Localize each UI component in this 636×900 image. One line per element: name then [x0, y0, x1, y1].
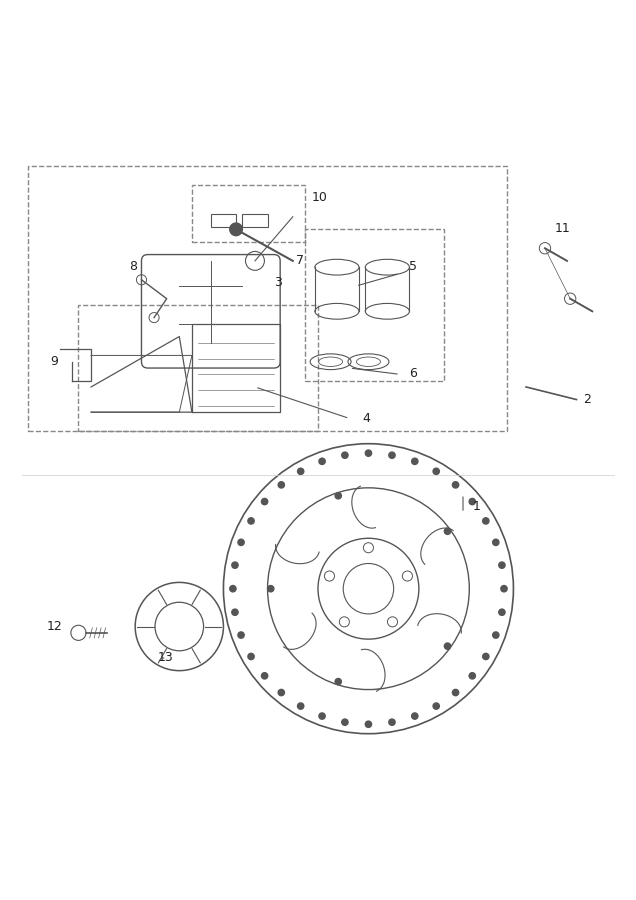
Text: 8: 8	[129, 260, 137, 274]
Text: 2: 2	[583, 392, 591, 406]
Circle shape	[452, 689, 459, 696]
Circle shape	[445, 643, 451, 649]
Bar	[192, 185, 305, 242]
Circle shape	[342, 719, 348, 725]
Circle shape	[319, 458, 325, 464]
Circle shape	[230, 586, 236, 592]
Circle shape	[365, 721, 371, 727]
Text: 5: 5	[410, 260, 417, 274]
Circle shape	[335, 492, 342, 499]
Circle shape	[278, 482, 284, 488]
Text: 1: 1	[473, 500, 480, 513]
Circle shape	[493, 632, 499, 638]
Text: 6: 6	[410, 367, 417, 381]
Bar	[28, 166, 507, 431]
Circle shape	[232, 562, 238, 568]
Circle shape	[298, 703, 304, 709]
Text: 13: 13	[157, 652, 173, 664]
Circle shape	[365, 450, 371, 456]
Text: 11: 11	[555, 222, 570, 236]
Text: 12: 12	[47, 620, 63, 633]
Circle shape	[248, 518, 254, 524]
Text: 7: 7	[296, 254, 304, 267]
Circle shape	[433, 703, 439, 709]
Circle shape	[493, 539, 499, 545]
Text: 3: 3	[274, 276, 282, 289]
Circle shape	[389, 719, 395, 725]
Circle shape	[389, 452, 395, 458]
Circle shape	[342, 452, 348, 458]
Circle shape	[261, 499, 268, 505]
Circle shape	[411, 713, 418, 719]
Circle shape	[335, 679, 342, 685]
Circle shape	[483, 518, 489, 524]
Circle shape	[268, 586, 274, 592]
Circle shape	[298, 468, 304, 474]
Circle shape	[319, 713, 325, 719]
Circle shape	[248, 653, 254, 660]
Circle shape	[499, 609, 505, 616]
Bar	[211, 214, 236, 227]
Circle shape	[433, 468, 439, 474]
Circle shape	[501, 586, 507, 592]
Circle shape	[499, 562, 505, 568]
Text: 4: 4	[362, 411, 370, 425]
Circle shape	[278, 689, 284, 696]
Circle shape	[232, 609, 238, 616]
Circle shape	[238, 539, 244, 545]
Circle shape	[445, 528, 451, 535]
Circle shape	[230, 223, 242, 236]
Circle shape	[238, 632, 244, 638]
Circle shape	[261, 672, 268, 679]
Text: 9: 9	[50, 355, 58, 368]
Circle shape	[469, 672, 476, 679]
Bar	[305, 230, 444, 381]
Text: 10: 10	[312, 191, 328, 204]
Circle shape	[483, 653, 489, 660]
Circle shape	[469, 499, 476, 505]
Circle shape	[411, 458, 418, 464]
Circle shape	[452, 482, 459, 488]
Bar	[78, 305, 318, 431]
Bar	[242, 214, 268, 227]
